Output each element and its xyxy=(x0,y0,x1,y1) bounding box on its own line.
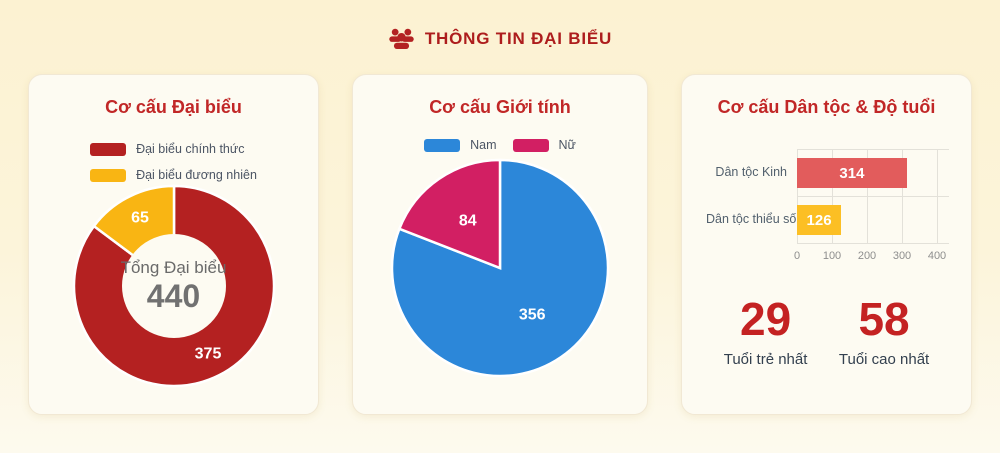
page-header: THÔNG TIN ĐẠI BIỂU xyxy=(0,0,1000,50)
legend-label: Đại biểu chính thức xyxy=(136,142,245,156)
stat-oldest: 58 Tuổi cao nhất xyxy=(839,294,929,368)
slice-value-label: 65 xyxy=(131,210,149,227)
pie-legend: Nam Nữ xyxy=(353,138,647,152)
legend-swatch-female xyxy=(512,138,549,152)
slice-value-label: 84 xyxy=(459,212,477,229)
donut-chart-svg: 375 65 xyxy=(72,184,275,388)
slice-value-label: 375 xyxy=(194,346,221,363)
bar-value-label: 314 xyxy=(839,164,865,182)
legend-item: Nữ xyxy=(512,138,576,152)
legend-swatch-exofficio xyxy=(90,168,127,182)
chart-slice xyxy=(397,158,502,270)
ethnicity-bar-chart: Dân tộc Kinh Dân tộc thiểu số 314 126 0 100… xyxy=(706,149,949,266)
bar-chart-body: Dân tộc Kinh Dân tộc thiểu số 314 126 xyxy=(706,149,949,244)
card-delegate-structure: Cơ cấu Đại biểu Đại biểu chính thức Đại … xyxy=(28,74,319,415)
bar: 314 xyxy=(797,158,907,188)
bar-category-label: Dân tộc thiểu số xyxy=(706,212,797,226)
stat-oldest-label: Tuổi cao nhất xyxy=(838,351,930,368)
bar-rows: 314 126 xyxy=(797,149,949,244)
bar-category-label: Dân tộc Kinh xyxy=(715,165,787,179)
page-title: THÔNG TIN ĐẠI BIỂU xyxy=(424,28,613,48)
bar-value-label: 126 xyxy=(806,211,832,229)
stat-youngest-value: 29 xyxy=(739,293,792,345)
legend-item: Đại biểu chính thức xyxy=(90,142,245,156)
card-title: Cơ cấu Giới tính xyxy=(429,97,571,117)
legend-swatch-male xyxy=(424,138,461,152)
stat-oldest-value: 58 xyxy=(858,293,910,345)
legend-label: Nam xyxy=(470,138,497,152)
bar: 126 xyxy=(797,205,842,235)
bar-categories: Dân tộc Kinh Dân tộc thiểu số xyxy=(706,149,797,244)
pie-chart: 356 84 xyxy=(390,158,610,378)
legend-item: Nam xyxy=(424,138,497,152)
legend-label: Nữ xyxy=(558,138,576,152)
donut-hole xyxy=(121,234,226,338)
card-title: Cơ cấu Đại biểu xyxy=(105,97,242,117)
pie-chart-svg: 356 84 xyxy=(390,158,610,378)
card-title: Cơ cấu Dân tộc & Độ tuổi xyxy=(717,97,936,117)
legend-label: Đại biểu đương nhiên xyxy=(136,168,257,182)
age-stats: 29 Tuổi trẻ nhất 58 Tuổi cao nhất xyxy=(706,294,947,368)
axis-tick-label: 100 xyxy=(822,250,842,262)
bar-row: 314 xyxy=(797,150,949,197)
axis-tick-label: 0 xyxy=(793,250,801,262)
stat-youngest-label: Tuổi trẻ nhất xyxy=(723,351,808,368)
axis-tick-label: 200 xyxy=(857,250,877,262)
slice-value-label: 356 xyxy=(519,307,546,324)
axis-tick-label: 400 xyxy=(927,250,947,262)
legend-swatch-official xyxy=(90,142,127,156)
bar-row: 126 xyxy=(797,197,949,244)
axis-tick-label: 300 xyxy=(892,250,912,262)
donut-legend: Đại biểu chính thức Đại biểu đương nhiên xyxy=(90,142,257,182)
card-ethnicity-age: Cơ cấu Dân tộc & Độ tuổi Dân tộc Kinh Dân… xyxy=(681,74,972,415)
cards-row: Cơ cấu Đại biểu Đại biểu chính thức Đại … xyxy=(0,74,1000,415)
users-group-icon xyxy=(388,27,415,50)
donut-chart: 375 65 Tổng Đại biểu 440 xyxy=(72,184,276,388)
card-gender-structure: Cơ cấu Giới tính Nam Nữ 356 84 xyxy=(352,74,648,415)
bar-plot-area: 314 126 xyxy=(797,149,949,244)
stat-youngest: 29 Tuổi trẻ nhất xyxy=(724,294,808,368)
legend-item: Đại biểu đương nhiên xyxy=(90,168,257,182)
bar-ticks: 0 100 200 300 400 xyxy=(793,244,947,266)
